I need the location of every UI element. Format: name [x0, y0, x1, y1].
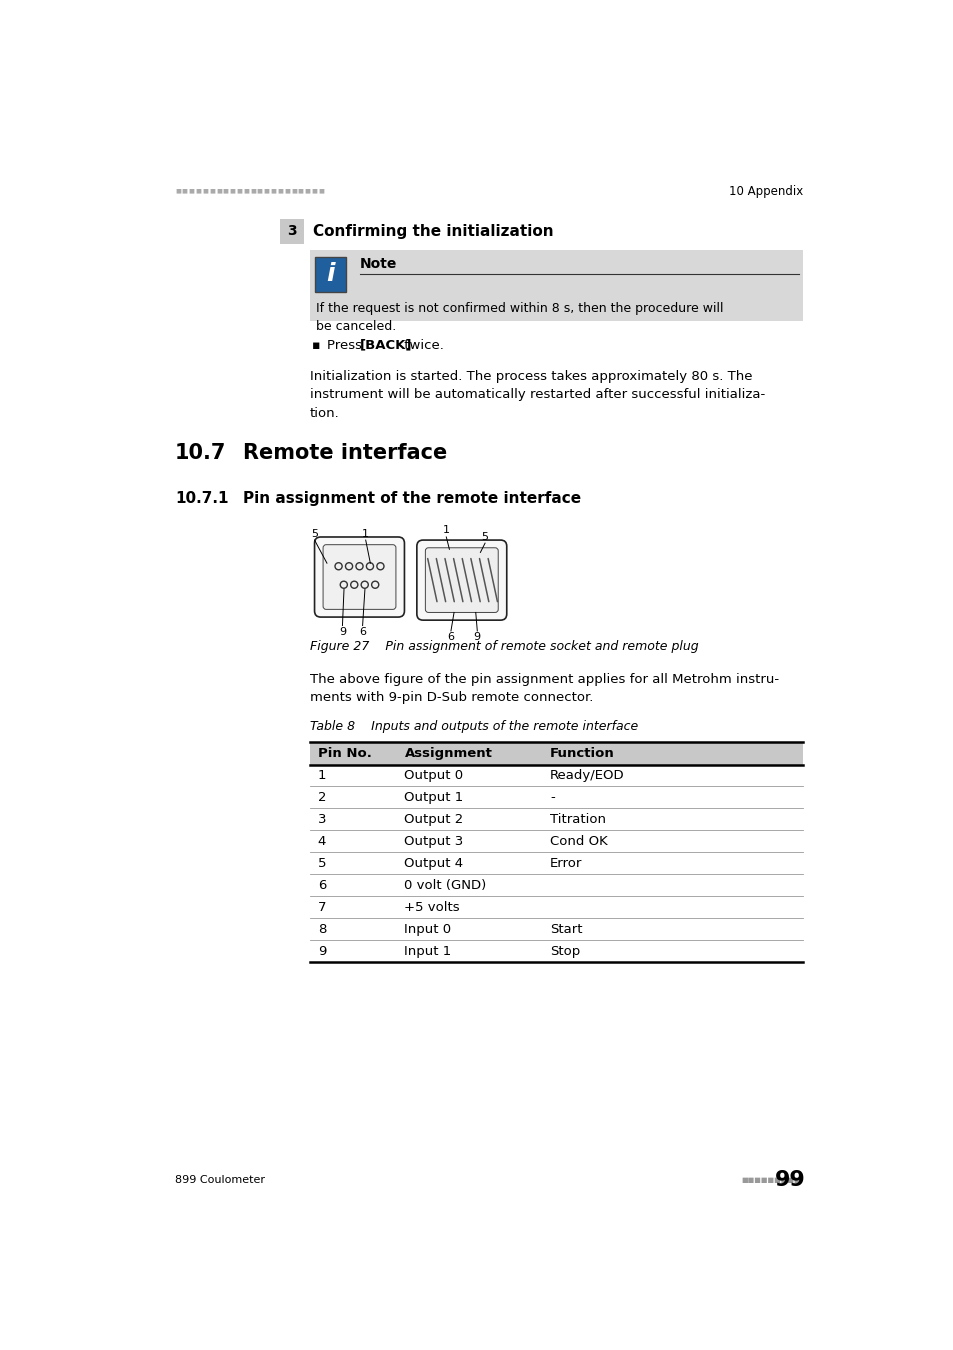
Text: Remote interface: Remote interface — [243, 443, 447, 463]
Text: +5 volts: +5 volts — [404, 900, 459, 914]
Text: Stop: Stop — [550, 945, 579, 957]
Text: 1: 1 — [317, 769, 326, 782]
Text: 3: 3 — [317, 813, 326, 826]
FancyBboxPatch shape — [310, 852, 802, 875]
Text: Table 8    Inputs and outputs of the remote interface: Table 8 Inputs and outputs of the remote… — [310, 721, 638, 733]
Text: ■: ■ — [209, 189, 214, 194]
Text: ■: ■ — [277, 189, 283, 194]
Text: 10.7: 10.7 — [174, 443, 226, 463]
Text: ■: ■ — [189, 189, 194, 194]
FancyBboxPatch shape — [323, 544, 395, 609]
Text: 6: 6 — [317, 879, 326, 892]
Text: 99: 99 — [775, 1170, 805, 1189]
Text: ■: ■ — [215, 189, 222, 194]
Text: 10.7.1: 10.7.1 — [174, 491, 229, 506]
FancyBboxPatch shape — [314, 256, 345, 292]
Text: Note: Note — [359, 258, 396, 271]
Text: 4: 4 — [317, 834, 326, 848]
Text: Figure 27    Pin assignment of remote socket and remote plug: Figure 27 Pin assignment of remote socke… — [310, 640, 698, 653]
Text: 0 volt (GND): 0 volt (GND) — [404, 879, 486, 892]
Text: ■: ■ — [195, 189, 201, 194]
FancyBboxPatch shape — [314, 537, 404, 617]
Text: Error: Error — [550, 857, 582, 869]
Text: ■: ■ — [236, 189, 242, 194]
Text: ■: ■ — [230, 189, 235, 194]
Text: Output 1: Output 1 — [404, 791, 463, 805]
Text: Input 0: Input 0 — [404, 922, 451, 936]
Text: Cond OK: Cond OK — [550, 834, 607, 848]
Text: Start: Start — [550, 922, 582, 936]
Text: -: - — [550, 791, 555, 805]
Text: The above figure of the pin assignment applies for all Metrohm instru-
ments wit: The above figure of the pin assignment a… — [310, 672, 779, 703]
FancyBboxPatch shape — [310, 787, 802, 809]
Text: ■: ■ — [202, 189, 208, 194]
FancyBboxPatch shape — [310, 896, 802, 918]
FancyBboxPatch shape — [310, 741, 802, 764]
Text: Output 2: Output 2 — [404, 813, 463, 826]
FancyBboxPatch shape — [280, 219, 303, 243]
Text: Pin No.: Pin No. — [317, 747, 371, 760]
Text: 8: 8 — [317, 922, 326, 936]
Text: ■: ■ — [271, 189, 276, 194]
Text: 2: 2 — [317, 791, 326, 805]
Text: 9: 9 — [317, 945, 326, 957]
Text: 9: 9 — [338, 628, 346, 637]
Text: 7: 7 — [317, 900, 326, 914]
FancyBboxPatch shape — [310, 830, 802, 852]
Text: Output 4: Output 4 — [404, 857, 463, 869]
Text: i: i — [325, 262, 334, 286]
FancyBboxPatch shape — [310, 918, 802, 940]
Text: 899 Coulometer: 899 Coulometer — [174, 1174, 265, 1185]
Text: Confirming the initialization: Confirming the initialization — [313, 224, 553, 239]
Text: ■: ■ — [182, 189, 188, 194]
FancyBboxPatch shape — [310, 940, 802, 963]
FancyBboxPatch shape — [310, 809, 802, 830]
Text: 10 Appendix: 10 Appendix — [728, 185, 802, 197]
Text: Input 1: Input 1 — [404, 945, 451, 957]
FancyBboxPatch shape — [310, 875, 802, 896]
Text: Pin assignment of the remote interface: Pin assignment of the remote interface — [243, 491, 580, 506]
Text: Titration: Titration — [550, 813, 605, 826]
Text: 5: 5 — [317, 857, 326, 869]
FancyBboxPatch shape — [416, 540, 506, 620]
Text: ■: ■ — [311, 189, 317, 194]
Text: Press: Press — [327, 339, 366, 352]
FancyBboxPatch shape — [310, 764, 802, 787]
Text: ■■■■■■■■■: ■■■■■■■■■ — [740, 1177, 801, 1183]
Text: 9: 9 — [474, 632, 480, 643]
Text: ■: ■ — [284, 189, 290, 194]
Text: Output 0: Output 0 — [404, 769, 463, 782]
Text: If the request is not confirmed within 8 s, then the procedure will
be canceled.: If the request is not confirmed within 8… — [315, 302, 722, 333]
Text: twice.: twice. — [399, 339, 443, 352]
Text: 1: 1 — [442, 525, 449, 536]
FancyBboxPatch shape — [425, 548, 497, 613]
Text: [BACK]: [BACK] — [359, 339, 412, 352]
Text: ■: ■ — [318, 189, 324, 194]
Text: 5: 5 — [481, 532, 488, 541]
Text: ■: ■ — [291, 189, 296, 194]
Text: ■: ■ — [174, 189, 181, 194]
Text: 6: 6 — [358, 628, 366, 637]
Text: Assignment: Assignment — [404, 747, 492, 760]
Text: Function: Function — [550, 747, 615, 760]
Text: 6: 6 — [447, 632, 454, 643]
Text: ■: ■ — [256, 189, 262, 194]
Text: ▪: ▪ — [311, 339, 319, 352]
Text: ■: ■ — [243, 189, 249, 194]
Text: Initialization is started. The process takes approximately 80 s. The
instrument : Initialization is started. The process t… — [310, 370, 764, 420]
Text: ■: ■ — [297, 189, 303, 194]
FancyBboxPatch shape — [310, 250, 802, 320]
Text: ■: ■ — [263, 189, 270, 194]
Text: Ready/EOD: Ready/EOD — [550, 769, 624, 782]
Text: 3: 3 — [287, 224, 296, 239]
Text: 5: 5 — [311, 529, 317, 539]
Text: 1: 1 — [362, 529, 369, 539]
Text: Output 3: Output 3 — [404, 834, 463, 848]
Text: ■: ■ — [304, 189, 310, 194]
Text: ■: ■ — [223, 189, 229, 194]
Text: ■: ■ — [250, 189, 255, 194]
